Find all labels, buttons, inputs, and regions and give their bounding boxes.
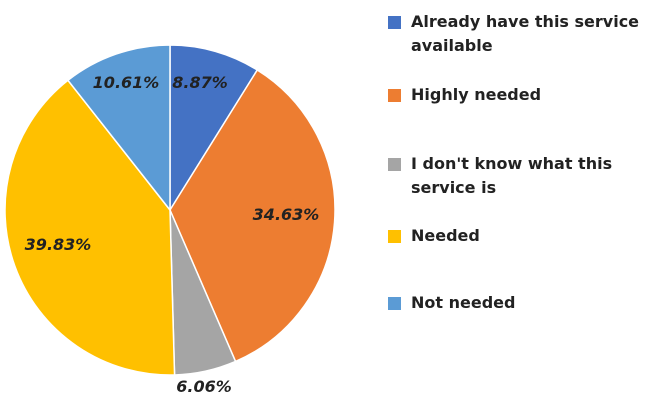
legend-item-already-have: Already have this service available	[388, 10, 647, 58]
slice-data-label: 10.61%	[93, 73, 160, 92]
slice-data-label: 6.06%	[176, 377, 232, 396]
legend-label: I don't know what this service is	[411, 154, 613, 197]
pie-slice	[4, 79, 176, 376]
pie-slice	[169, 44, 259, 213]
legend-swatch	[388, 230, 401, 243]
legend-swatch	[388, 89, 401, 102]
legend-swatch	[388, 158, 401, 171]
legend-item-not-needed: Not needed	[388, 291, 647, 315]
pie-slice	[169, 68, 336, 363]
legend-swatch	[388, 16, 401, 29]
legend-item-highly-needed: Highly needed	[388, 83, 647, 107]
slice-data-label: 39.83%	[25, 235, 92, 254]
slice-data-label: 8.87%	[172, 73, 228, 92]
pie-chart: 8.87% 34.63% 6.06% 39.83% 10.61%	[4, 44, 336, 396]
legend-label: Highly needed	[411, 85, 542, 104]
legend-item-needed: Needed	[388, 224, 647, 248]
legend-label: Not needed	[411, 293, 516, 312]
legend-label: Already have this service available	[411, 12, 640, 55]
legend-swatch	[388, 297, 401, 310]
legend-item-dont-know: I don't know what this service is	[388, 152, 647, 200]
pie-slice	[66, 44, 171, 213]
slice-data-label: 34.63%	[253, 205, 320, 224]
legend-label: Needed	[411, 226, 480, 245]
